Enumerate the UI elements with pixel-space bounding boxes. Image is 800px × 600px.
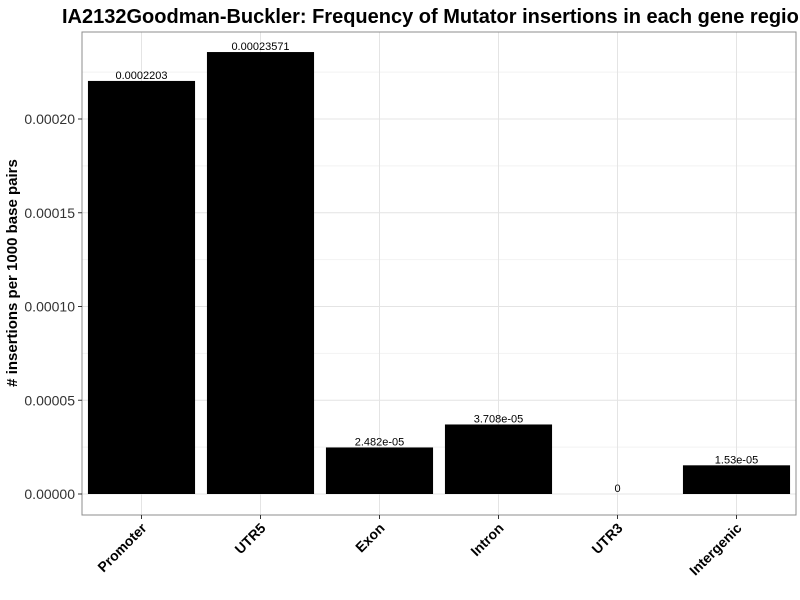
y-tick-label: 0.00015 bbox=[24, 205, 75, 221]
x-tick-label-intron: Intron bbox=[467, 520, 506, 559]
x-tick-label-utr5: UTR5 bbox=[231, 520, 268, 557]
plot-panel bbox=[81, 31, 797, 516]
data-label-intron: 3.708e-05 bbox=[474, 413, 524, 425]
data-labels: 0.0002203 0.00023571 2.482e-05 3.708e-05 0 1.… bbox=[116, 41, 759, 495]
data-label-utr5: 0.00023571 bbox=[231, 41, 289, 53]
x-tick-label-promoter: Promoter bbox=[94, 519, 150, 575]
data-label-exon: 2.482e-05 bbox=[355, 436, 405, 448]
bar-utr5 bbox=[206, 52, 315, 494]
x-tick-label-intergenic: Intergenic bbox=[686, 520, 745, 579]
x-tick-label-utr3: UTR3 bbox=[588, 520, 625, 557]
bar-intron bbox=[444, 424, 553, 494]
y-tick-label: 0.00000 bbox=[24, 486, 75, 502]
x-axis: Promoter UTR5 Exon Intron UTR3 Intergenic bbox=[94, 515, 745, 579]
data-label-utr3: 0 bbox=[614, 483, 620, 495]
chart-title: IA2132Goodman-Buckler: Frequency of Muta… bbox=[62, 6, 799, 28]
bar-exon bbox=[325, 447, 434, 494]
bar-promoter bbox=[87, 80, 196, 494]
y-tick-label: 0.00020 bbox=[24, 111, 75, 127]
data-label-promoter: 0.0002203 bbox=[116, 70, 168, 82]
y-axis-label: # insertions per 1000 base pairs bbox=[4, 159, 21, 387]
data-label-intergenic: 1.53e-05 bbox=[715, 454, 758, 466]
y-tick-label: 0.00005 bbox=[24, 392, 75, 408]
y-tick-label: 0.00010 bbox=[24, 299, 75, 315]
y-axis: 0.00000 0.00005 0.00010 0.00015 0.00020 bbox=[24, 111, 82, 502]
bar-intergenic bbox=[682, 465, 791, 494]
bars bbox=[87, 52, 791, 494]
x-tick-label-exon: Exon bbox=[352, 520, 388, 556]
